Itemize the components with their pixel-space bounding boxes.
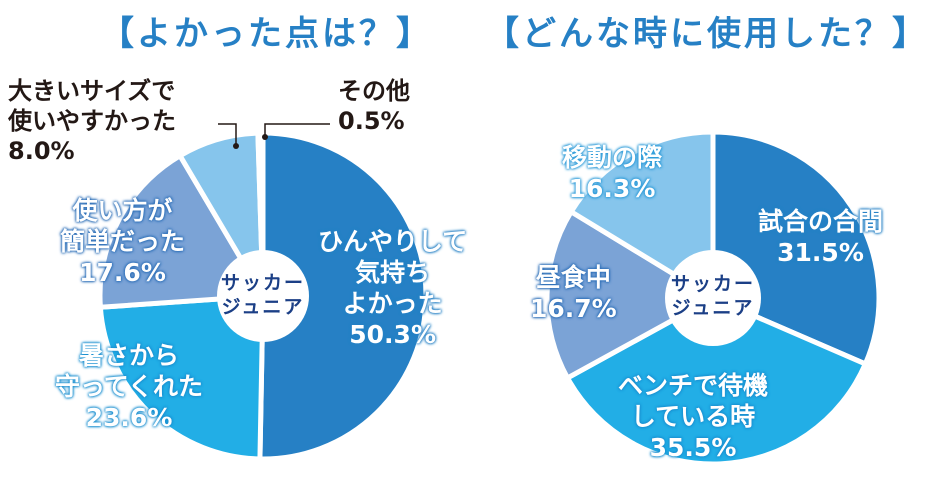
chart-title-left: 【よかった点は？】 — [100, 14, 433, 54]
leader-large-size — [218, 123, 237, 146]
center-logo-right: サッカー ジュニア — [671, 273, 756, 319]
label-other: その他 0.5% — [338, 77, 410, 135]
pie0-slice-2 — [97, 153, 266, 310]
center-logo-left: サッカー ジュニア — [221, 272, 306, 318]
leader-large-size-dot — [233, 143, 239, 149]
label-travel: 移動の際 16.3% — [562, 143, 663, 203]
label-between-matches: 試合の合間 31.5% — [758, 207, 884, 267]
label-bench-waiting: ベンチで待機 している時 35.5% — [618, 371, 769, 462]
label-easy-to-use: 使い方が 簡単だった 17.6% — [60, 196, 186, 287]
pie0-slice-0 — [257, 130, 429, 462]
label-lunch: 昼食中 16.7% — [530, 263, 617, 323]
pie1-slice-2 — [544, 209, 716, 381]
chart-title-right: 【どんな時に使用した？】 — [485, 14, 929, 54]
pie0-slice-1 — [97, 293, 266, 462]
pie0-center-hole — [217, 250, 309, 342]
label-large-size: 大きいサイズで 使いやすかった 8.0% — [8, 77, 176, 165]
pie1-center-hole — [665, 250, 761, 346]
label-cool-feeling: ひんやりして 気持ち よかった 50.3% — [318, 227, 468, 349]
pie1-slice-3 — [568, 129, 716, 301]
leader-other-dot — [262, 134, 268, 140]
leader-other — [264, 123, 330, 137]
label-heat-protection: 暑さから 守ってくれた 23.6% — [55, 341, 204, 432]
